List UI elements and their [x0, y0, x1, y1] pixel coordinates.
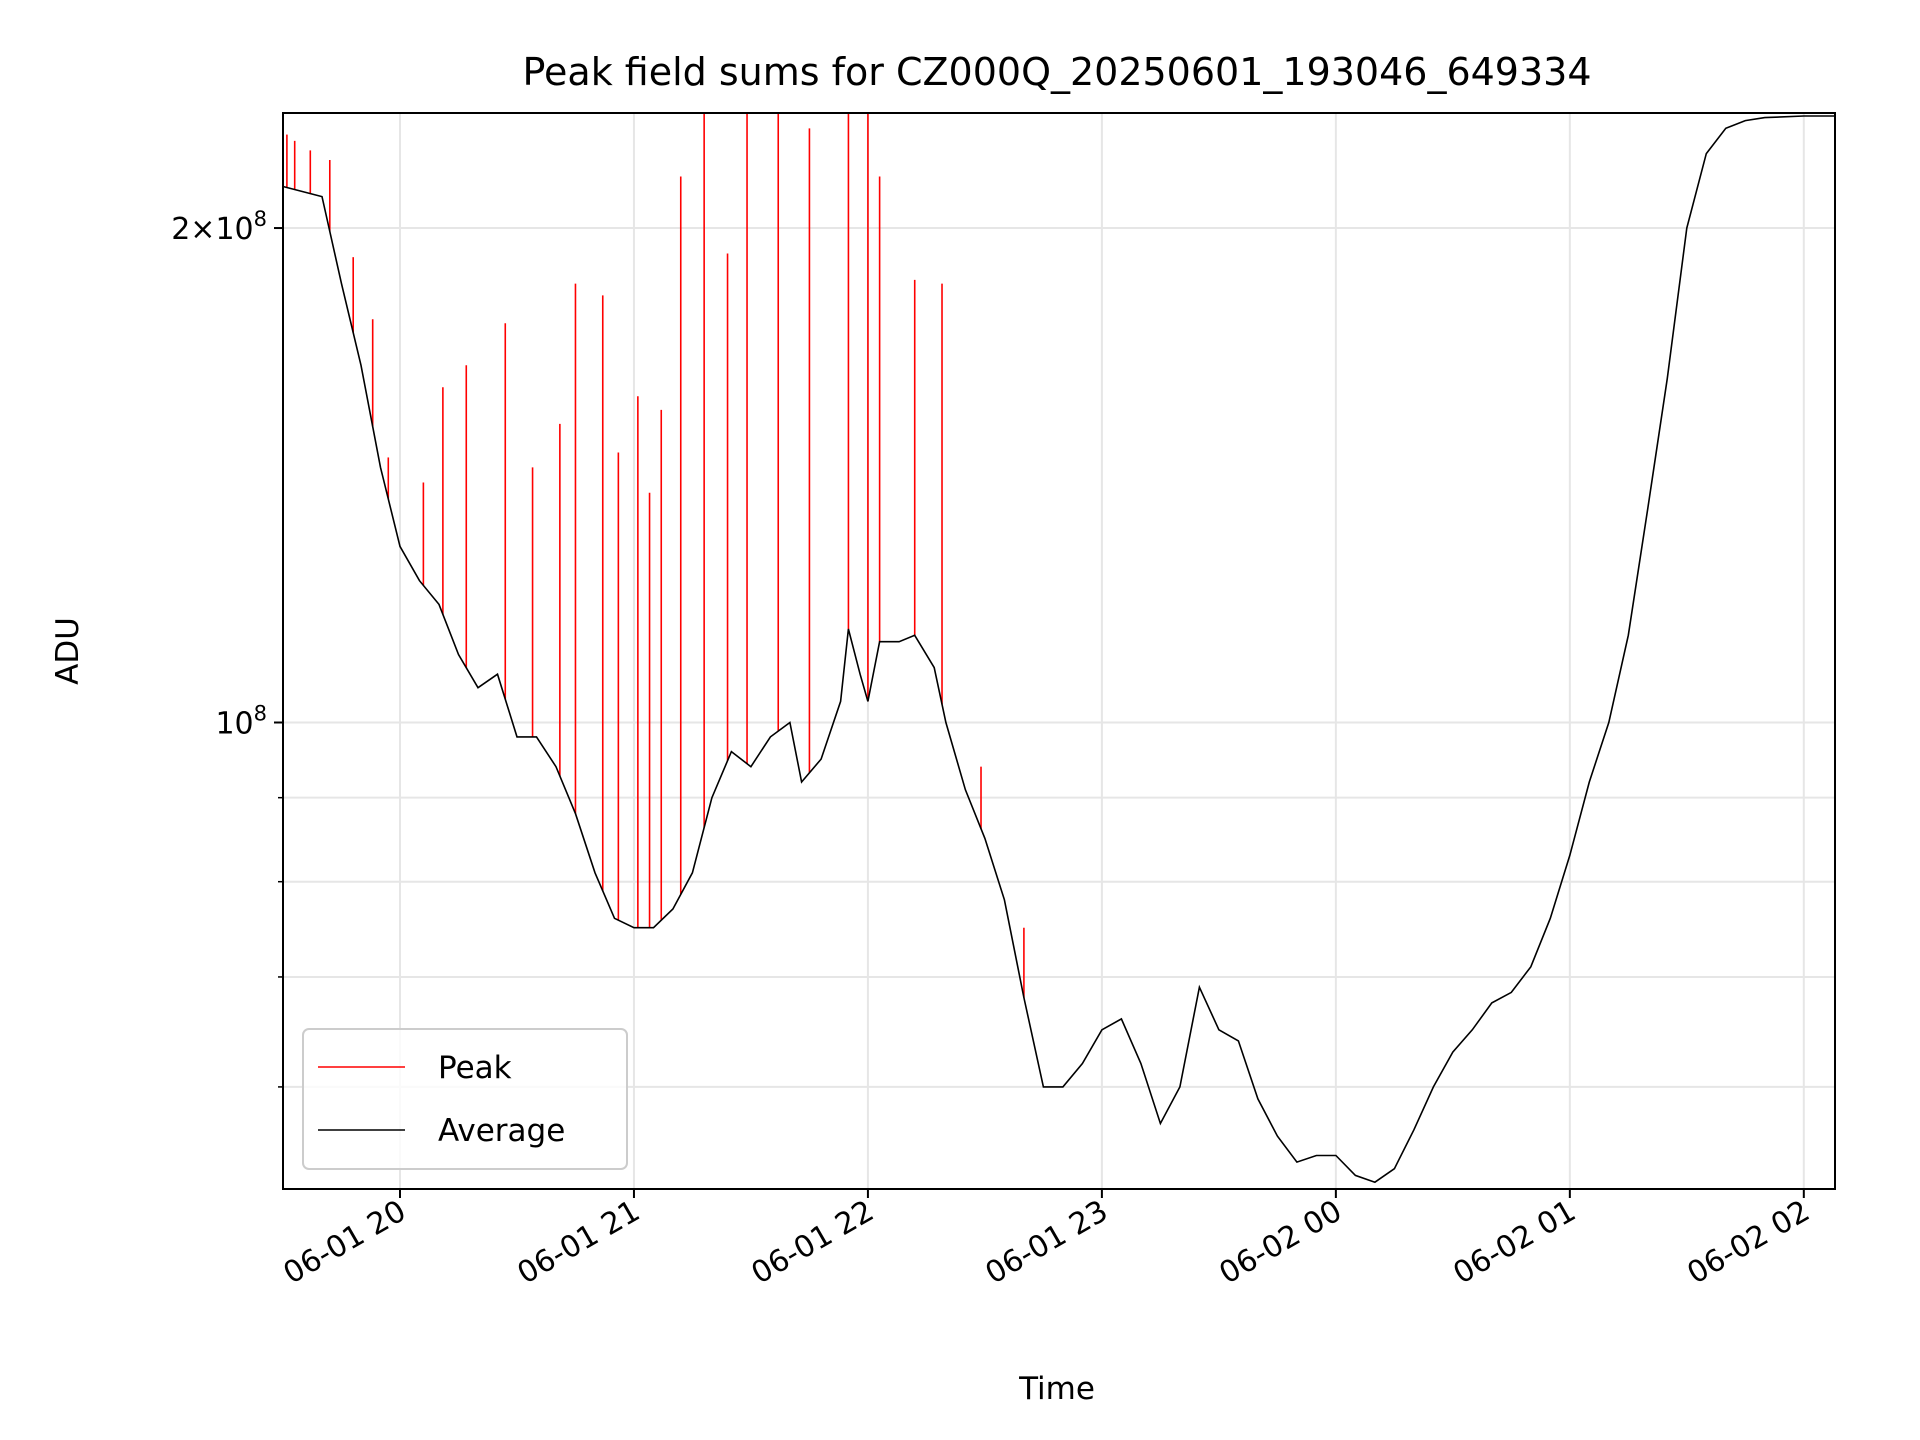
series-peak — [286, 113, 1025, 998]
x-axis-title: Time — [1018, 1371, 1095, 1407]
series-average-line — [282, 115, 1835, 1184]
legend-label-average: Average — [438, 1113, 565, 1149]
y-tick-label: 108 — [215, 702, 267, 742]
gridlines — [283, 113, 1835, 1189]
plot-frame — [282, 112, 1836, 1190]
legend: Peak Average — [302, 1028, 628, 1170]
y-tick-label: 2×108 — [171, 207, 267, 247]
y-axis: 108 2×108 — [171, 207, 283, 1088]
chart-title: Peak field sums for CZ000Q_20250601_1930… — [522, 50, 1591, 94]
y-axis-title: ADU — [50, 617, 86, 685]
series-layer — [282, 113, 1835, 1184]
legend-label-peak: Peak — [438, 1050, 512, 1086]
legend-box — [302, 1028, 628, 1170]
